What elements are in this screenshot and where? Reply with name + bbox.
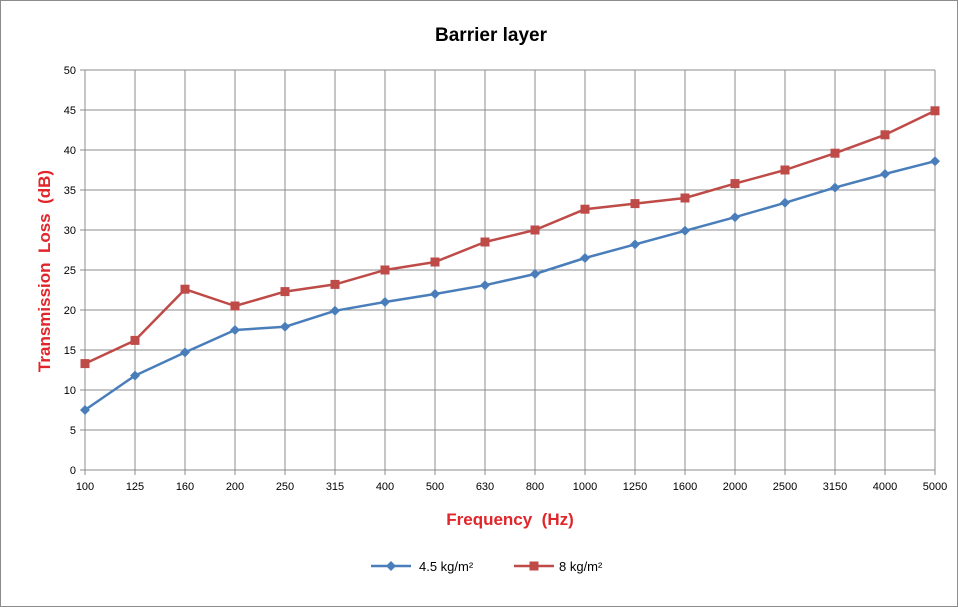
- data-point: [630, 239, 640, 250]
- x-tick-label: 5000: [923, 481, 947, 493]
- data-point: [480, 280, 490, 291]
- data-point: [180, 347, 190, 358]
- series-line: [84, 109, 936, 365]
- x-tick-label: 1250: [623, 481, 647, 493]
- y-tick-label: 50: [64, 65, 76, 77]
- x-tick-label: 200: [226, 481, 244, 493]
- y-tick-label: 25: [64, 265, 76, 277]
- data-point: [780, 165, 790, 175]
- y-axis-tick-labels: 0 5 10 15 20 25 30 35 40 45 50: [64, 65, 76, 477]
- data-point: [180, 284, 190, 294]
- data-point: [230, 325, 240, 335]
- data-point: [380, 265, 390, 275]
- y-tick-label: 0: [70, 465, 76, 477]
- data-point: [580, 204, 590, 214]
- data-point: [930, 156, 940, 167]
- x-tick-label: 1000: [573, 481, 597, 493]
- x-tick-label: 3150: [823, 481, 847, 493]
- legend-label: 4.5 kg/m²: [419, 559, 474, 574]
- data-point: [80, 359, 90, 369]
- data-point: [680, 225, 690, 236]
- data-point: [330, 305, 340, 316]
- x-tick-label: 630: [476, 481, 494, 493]
- series-line: [84, 159, 936, 412]
- series-diamond: [80, 156, 940, 415]
- data-point: [530, 269, 540, 279]
- x-tick-label: 315: [326, 481, 344, 493]
- legend-marker: [529, 561, 539, 571]
- x-tick-label: 250: [276, 481, 294, 493]
- x-tick-label: 125: [126, 481, 144, 493]
- x-tick-label: 500: [426, 481, 444, 493]
- y-tick-label: 40: [64, 145, 76, 157]
- data-point: [130, 335, 140, 345]
- x-tick-label: 2500: [773, 481, 797, 493]
- data-point: [730, 212, 740, 223]
- data-point: [930, 106, 940, 116]
- legend-item: 4.5 kg/m²: [371, 559, 474, 574]
- chart-title: Barrier layer: [435, 25, 548, 46]
- x-tick-label: 100: [76, 481, 94, 493]
- data-point: [480, 237, 490, 247]
- y-tick-label: 35: [64, 185, 76, 197]
- data-point: [530, 225, 540, 235]
- legend: 4.5 kg/m² 8 kg/m²: [371, 559, 603, 574]
- x-tick-label: 800: [526, 481, 544, 493]
- data-point: [780, 197, 790, 208]
- legend-label: 8 kg/m²: [559, 559, 603, 574]
- data-point: [80, 405, 90, 415]
- y-tick-label: 15: [64, 345, 76, 357]
- y-tick-label: 20: [64, 305, 76, 317]
- x-tick-label: 160: [176, 481, 194, 493]
- y-tick-label: 45: [64, 105, 76, 117]
- series-square: [80, 106, 940, 369]
- y-tick-label: 30: [64, 225, 76, 237]
- data-point: [380, 297, 390, 307]
- series-group: [80, 106, 940, 415]
- data-point: [280, 321, 290, 332]
- y-tick-label: 5: [70, 425, 76, 437]
- x-tick-label: 2000: [723, 481, 747, 493]
- x-tick-label: 1600: [673, 481, 697, 493]
- x-axis-label: Frequency (Hz): [446, 510, 574, 529]
- data-point: [580, 253, 590, 263]
- data-point: [880, 169, 890, 179]
- grid-lines: [85, 69, 936, 470]
- y-tick-label: 10: [64, 385, 76, 397]
- data-point: [330, 279, 340, 289]
- data-point: [730, 179, 740, 189]
- legend-marker: [386, 561, 396, 571]
- data-point: [880, 130, 890, 140]
- x-tick-label: 400: [376, 481, 394, 493]
- data-point: [630, 199, 640, 209]
- data-point: [130, 370, 140, 381]
- y-axis-label: Transmission Loss (dB): [35, 170, 54, 372]
- data-point: [830, 182, 840, 193]
- data-point: [430, 257, 440, 267]
- x-axis-tick-labels: 100 125 160 200 250 315 400 500 630 800 1000 1250 16…: [76, 481, 947, 493]
- data-point: [280, 287, 290, 297]
- x-tick-label: 4000: [873, 481, 897, 493]
- data-point: [430, 289, 440, 299]
- data-point: [830, 148, 840, 158]
- data-point: [680, 193, 690, 203]
- legend-item: 8 kg/m²: [514, 559, 603, 574]
- axes: [80, 69, 936, 475]
- data-point: [230, 301, 240, 311]
